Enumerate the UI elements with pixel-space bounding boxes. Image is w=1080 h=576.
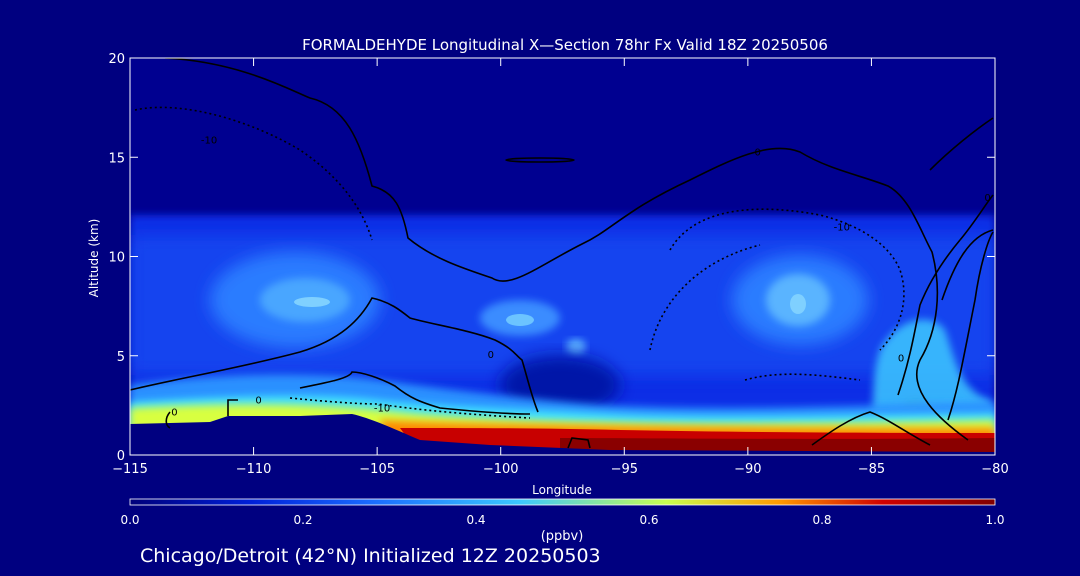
x-tick-label: −105 [359, 462, 395, 477]
blob-west-core [294, 297, 330, 307]
x-tick-label: −85 [858, 462, 885, 477]
contour-solid-east-3 [941, 229, 994, 301]
x-axis-label: Longitude [532, 483, 592, 497]
colorbar-ticks: 0.0 0.2 0.4 0.6 0.8 1.0 [120, 513, 1004, 527]
y-tick-label: 10 [108, 251, 125, 266]
blob-central-core [506, 314, 534, 326]
contour-dotted-1 [134, 106, 373, 241]
contour-solid-upper [164, 58, 969, 441]
x-tick-label: −110 [236, 462, 272, 477]
contour-label: 0 [898, 354, 904, 365]
contour-solid-east-1 [929, 117, 994, 171]
contour-label: 0 [171, 407, 177, 418]
colorbar-tick-label: 1.0 [985, 513, 1004, 527]
contour-label: -10 [834, 223, 850, 234]
contour-solid-ground-1 [567, 437, 591, 449]
colorbar-tick-label: 0.6 [639, 513, 658, 527]
colorbar [129, 498, 996, 506]
y-tick-label: 5 [117, 350, 125, 365]
contour-solid-lowband [299, 371, 531, 415]
contour-solid-southeast [811, 411, 931, 446]
contour-dotted-5 [744, 373, 861, 381]
contour-dotted-2 [669, 208, 905, 351]
temperature-contours [130, 58, 994, 449]
y-tick-label: 0 [117, 449, 125, 464]
colorbar-tick-label: 0.2 [293, 513, 312, 527]
contour-solid-east-5 [897, 239, 961, 396]
contour-label: -10 [201, 135, 217, 146]
y-axis-label: Altitude (km) [87, 219, 101, 298]
y-tick-label: 15 [108, 151, 125, 166]
contour-solid-east-6 [947, 299, 976, 421]
y-tick-label: 20 [108, 52, 125, 67]
contour-solid-gap [227, 399, 238, 416]
terrain [130, 414, 995, 455]
contour-label: -10 [374, 403, 390, 414]
contour-label: 0 [488, 350, 494, 361]
contour-dotted-4 [289, 397, 531, 419]
x-tick-label: −100 [483, 462, 519, 477]
contour-solid-east-2 [959, 194, 994, 241]
contour-labels: 0 0 -10 0 -10 -10 0 0 0 [171, 135, 990, 418]
x-tick-label: −80 [981, 462, 1008, 477]
colorbar-tick-label: 0.4 [466, 513, 485, 527]
contour-label: 0 [984, 193, 990, 204]
footer-subtitle: Chicago/Detroit (42°N) Initialized 12Z 2… [140, 545, 601, 567]
colorbar-tick-label: 0.8 [812, 513, 831, 527]
y-axis: 0 5 10 15 20 [108, 52, 995, 464]
contour-label: 0 [755, 147, 761, 158]
contour-dotted-3 [649, 244, 761, 351]
x-tick-label: −90 [734, 462, 761, 477]
colorbar-tick-label: 0.0 [120, 513, 139, 527]
chart-title: FORMALDEHYDE Longitudinal X—Section 78hr… [302, 36, 828, 54]
formaldehyde-field [130, 58, 995, 455]
x-tick-label: −95 [611, 462, 638, 477]
blob-east-core [790, 294, 806, 314]
contour-solid-mid [130, 297, 539, 413]
colorbar-label: (ppbv) [541, 529, 584, 544]
x-axis: −115 −110 −105 −100 −95 −90 −85 −80 [112, 58, 1009, 477]
contour-solid-east-4 [974, 231, 994, 301]
blob-central-small [566, 339, 586, 355]
x-tick-label: −115 [112, 462, 148, 477]
contour-solid-closed [505, 157, 575, 163]
contour-label: 0 [255, 395, 261, 406]
contour-solid-west-low [165, 411, 171, 429]
